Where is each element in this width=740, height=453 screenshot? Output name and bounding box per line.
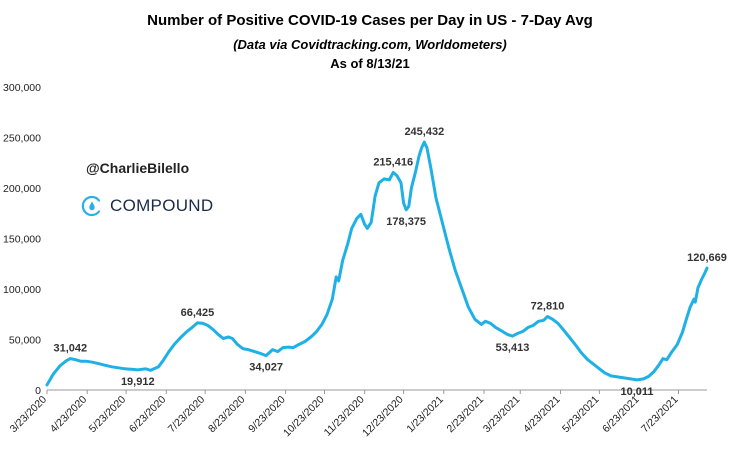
x-tick-label: 7/23/2021 <box>639 394 681 436</box>
x-tick-label: 10/23/2020 <box>281 394 327 440</box>
x-tick-label: 7/23/2020 <box>166 394 208 436</box>
data-label: 215,416 <box>373 156 413 168</box>
data-label: 245,432 <box>404 126 444 138</box>
compound-logo: COMPOUND <box>80 190 213 222</box>
x-tick-label: 4/23/2020 <box>48 394 90 436</box>
data-label: 66,425 <box>181 307 215 319</box>
x-tick-label: 2/23/2021 <box>445 394 487 436</box>
data-label: 34,027 <box>249 362 283 374</box>
twitter-handle: @CharlieBilello <box>86 160 190 176</box>
y-tick-label: 300,000 <box>3 82 41 94</box>
x-tick-label: 8/23/2020 <box>206 394 248 436</box>
x-tick-label: 4/23/2021 <box>521 394 563 436</box>
data-label: 120,669 <box>687 252 727 264</box>
data-label: 19,912 <box>121 376 155 388</box>
x-tick-label: 1/23/2021 <box>404 394 446 436</box>
company-name: COMPOUND <box>110 196 214 215</box>
data-label: 31,042 <box>54 343 88 355</box>
y-tick-label: 100,000 <box>3 284 41 296</box>
chart-title: Number of Positive COVID-19 Cases per Da… <box>147 12 593 29</box>
data-label: 53,413 <box>496 342 530 354</box>
series-line <box>45 140 709 387</box>
y-tick-label: 50,000 <box>9 335 41 347</box>
compound-logo-icon <box>81 195 101 217</box>
y-tick-label: 250,000 <box>3 133 41 145</box>
x-tick-label: 3/23/2020 <box>8 394 50 436</box>
x-tick-label: 5/23/2021 <box>560 394 602 436</box>
x-tick-label: 6/23/2021 <box>600 394 642 436</box>
y-tick-label: 200,000 <box>3 183 41 195</box>
data-label: 72,810 <box>531 300 565 312</box>
x-tick-label: 5/23/2020 <box>87 394 129 436</box>
chart-subtitle: (Data via Covidtracking.com, Worldometer… <box>233 37 507 52</box>
chart-date: As of 8/13/21 <box>330 56 410 71</box>
data-label: 178,375 <box>386 216 426 228</box>
y-tick-label: 0 <box>35 385 41 397</box>
x-tick-label: 12/23/2020 <box>360 394 406 440</box>
x-tick-label: 3/23/2021 <box>481 394 523 436</box>
y-tick-label: 150,000 <box>3 234 41 246</box>
data-label: 10,011 <box>620 386 653 398</box>
x-tick-label: 6/23/2020 <box>127 394 169 436</box>
